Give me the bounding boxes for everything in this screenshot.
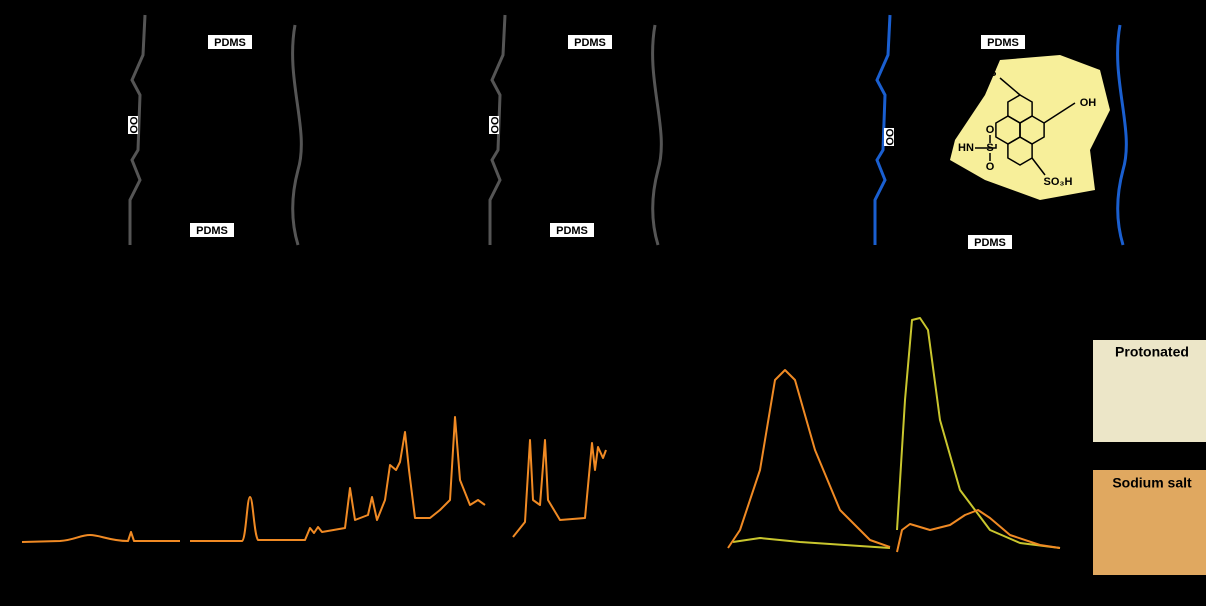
chain-tag: OO bbox=[883, 128, 895, 146]
chain-label: PDMS bbox=[574, 37, 606, 49]
molecule-label: O bbox=[986, 124, 995, 136]
swatch-label: Sodium salt bbox=[1112, 475, 1192, 491]
chain-label: PDMS bbox=[196, 225, 228, 237]
chain-tag: OO bbox=[488, 116, 500, 134]
molecule-label: OH bbox=[1080, 97, 1097, 109]
molecule-label: HO₃S bbox=[968, 67, 997, 79]
molecule-label: SO₃H bbox=[1044, 176, 1073, 188]
chain-tag: OO bbox=[127, 116, 139, 134]
page: PDMSPDMSOOPDMSPDMSOOPDMSPDMSOO HO₃S OH H… bbox=[0, 0, 1206, 606]
chain-label: PDMS bbox=[556, 225, 588, 237]
chain-label: PDMS bbox=[974, 237, 1006, 249]
chain-label: PDMS bbox=[214, 37, 246, 49]
molecule-label: O bbox=[986, 161, 995, 173]
figure: PDMSPDMSOOPDMSPDMSOOPDMSPDMSOO HO₃S OH H… bbox=[0, 0, 1206, 606]
molecule-label: HN bbox=[958, 142, 974, 154]
swatch-label: Protonated bbox=[1115, 344, 1189, 360]
molecule-label: S bbox=[986, 142, 993, 154]
chain-label: PDMS bbox=[987, 37, 1019, 49]
